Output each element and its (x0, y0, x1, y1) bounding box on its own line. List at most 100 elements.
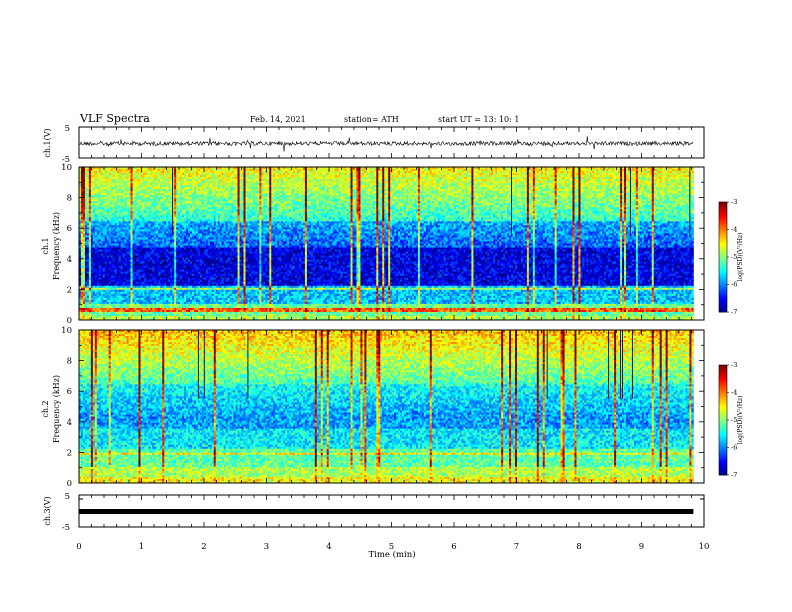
spectrogram-cell (364, 167, 367, 170)
spectrogram-cell (497, 171, 500, 174)
spectrogram-cell (431, 177, 435, 180)
spectrogram-cell (475, 179, 478, 182)
spectrogram-cell (84, 171, 88, 174)
spectrogram-cell (352, 169, 355, 172)
spectrogram-cell (308, 173, 312, 176)
spectrogram-cell (594, 167, 597, 170)
spectrogram-cell (455, 175, 458, 178)
spectrogram-cell (653, 177, 657, 180)
spectrogram-cell (469, 167, 472, 170)
spectrogram-cell (318, 177, 322, 180)
spectrogram-cell (156, 173, 159, 176)
spectrogram-cell (178, 177, 181, 180)
spectrogram-cell (142, 171, 145, 174)
spectrogram-cell (497, 167, 500, 170)
spectrogram-cell (271, 179, 274, 182)
spectrogram-cell (122, 179, 125, 182)
spectrogram-cell (134, 179, 137, 182)
spectrogram-cell (562, 167, 565, 170)
spectrogram-cell (96, 177, 100, 180)
spectrogram-cell (564, 169, 567, 172)
spectrogram-cell (627, 171, 631, 174)
spectrogram-cell (122, 167, 125, 170)
spectrogram-cell (520, 167, 524, 170)
spectrogram-cell (215, 169, 219, 172)
spectrogram-cell (384, 179, 387, 182)
spectrogram-cell (320, 169, 324, 172)
spectrogram-cell (136, 179, 139, 182)
spectrogram-cell (501, 167, 504, 170)
spectrogram-cell (431, 175, 435, 178)
spectrogram-cell (82, 169, 86, 172)
spectrogram-cell (398, 173, 401, 176)
spectrogram-cell (320, 173, 324, 176)
spectrogram-cell (229, 167, 232, 170)
spectrogram-cell (217, 179, 221, 182)
spectrogram-cell (673, 169, 676, 172)
spectrogram-cell (554, 179, 558, 182)
spectrogram-cell (564, 171, 567, 174)
spectrogram-cell (289, 177, 292, 180)
spectrogram-cell (146, 167, 149, 170)
spectrogram-cell (249, 169, 252, 172)
spectrogram-cell (283, 167, 286, 170)
spectrogram-cell (267, 171, 270, 174)
spectrogram-cell (451, 167, 454, 170)
spectrogram-cell (257, 177, 260, 180)
spectrogram-cell (188, 167, 191, 170)
spectrogram-cell (158, 177, 161, 180)
spectrogram-cell (582, 169, 585, 172)
spectrogram-cell (554, 177, 558, 180)
spectrogram-cell (427, 169, 431, 172)
spectrogram-cell (205, 169, 209, 172)
spectrogram-cell (477, 177, 480, 180)
spectrogram-cell (610, 177, 613, 180)
spectrogram-cell (235, 167, 238, 170)
spectrogram-cell (417, 167, 421, 170)
spectrogram-cell (491, 167, 494, 170)
spectrogram-cell (487, 175, 490, 178)
spectrogram-cell (596, 169, 599, 172)
spectrogram-cell (116, 167, 120, 170)
spectrogram-cell (598, 167, 601, 170)
spectrogram-cell (330, 171, 334, 174)
spectrogram-cell (394, 175, 397, 178)
spectrogram-cell (556, 171, 560, 174)
spectrogram-cell (657, 167, 661, 170)
spectrogram-cell (409, 175, 413, 178)
spectrogram-cell (503, 179, 506, 182)
spectrogram-cell (602, 169, 605, 172)
spectrogram-cell (550, 171, 554, 174)
spectrogram-cell (425, 169, 429, 172)
spectrogram-cell (558, 173, 561, 176)
spectrogram-cell (501, 169, 504, 172)
spectrogram-cell (201, 179, 205, 182)
spectrogram-cell (142, 179, 145, 182)
spectrogram-cell (287, 167, 290, 170)
spectrogram-cell (584, 167, 587, 170)
spectrogram-cell (207, 167, 211, 170)
spectrogram-cell (314, 179, 318, 182)
spectrogram-cell (267, 177, 270, 180)
spectrogram-cell (536, 179, 540, 182)
spectrogram-cell (328, 173, 332, 176)
spectrogram-cell (394, 171, 397, 174)
spectrogram-cell (618, 167, 621, 170)
spectrogram-cell (655, 171, 659, 174)
spectrogram-cell (98, 177, 102, 180)
spectrogram-cell (511, 173, 514, 176)
spectrogram-cell (616, 169, 619, 172)
spectrogram-cell (604, 171, 607, 174)
spectrogram-cell (411, 173, 415, 176)
spectrogram-cell (152, 173, 155, 176)
spectrogram-cell (344, 179, 347, 182)
spectrogram-cell (384, 169, 387, 172)
spectrogram-cell (522, 179, 526, 182)
spectrogram-cell (168, 169, 171, 172)
spectrogram-cell (398, 171, 401, 174)
spectrogram-cell (586, 177, 589, 180)
spectrogram-cell (481, 173, 484, 176)
spectrogram-cell (322, 173, 326, 176)
spectrogram-cell (279, 175, 282, 178)
